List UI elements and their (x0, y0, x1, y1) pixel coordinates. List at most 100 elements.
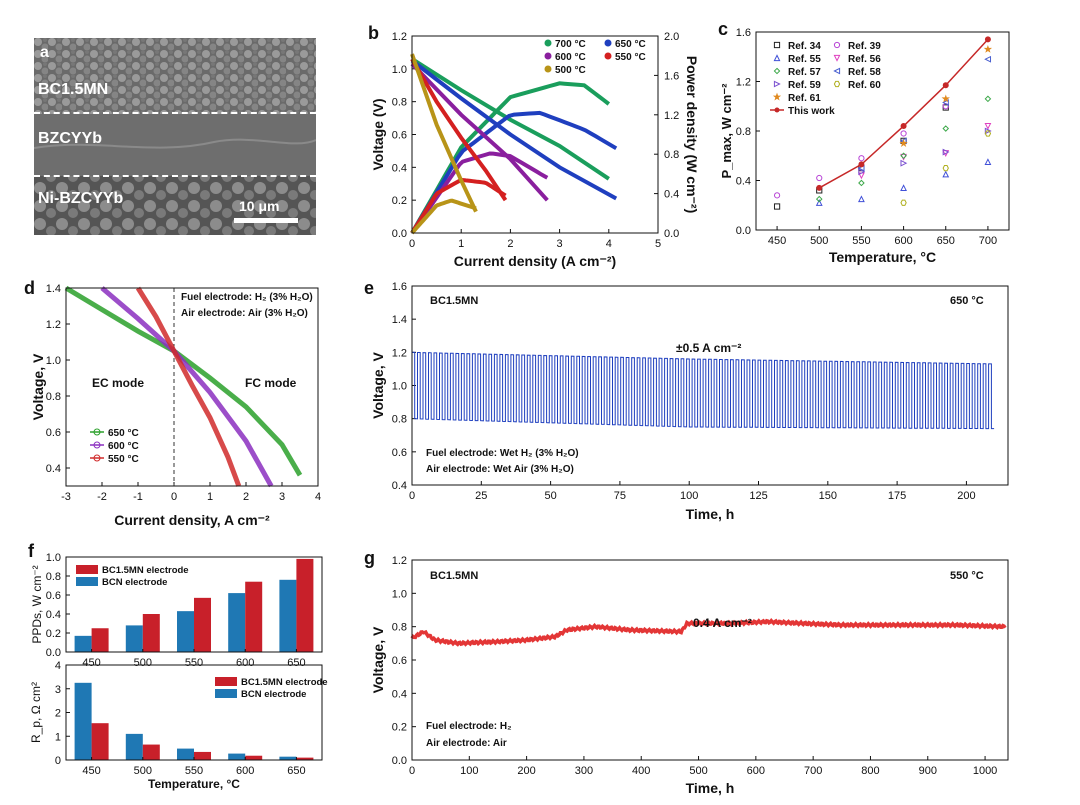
y-tick-label: 2 (55, 708, 61, 720)
x-tick-label: 100 (460, 765, 478, 777)
legend-marker (604, 52, 612, 60)
y-tick-label: 0.4 (392, 688, 407, 700)
y-axis-label: R_p, Ω cm² (29, 682, 43, 743)
data-point (984, 130, 992, 137)
bar (74, 635, 92, 652)
x-tick-label: -1 (133, 491, 143, 503)
panel-c: c 450 500 550 600 650 700 0.0 0.4 0.8 1.2 1.6 Temper… (718, 19, 997, 265)
y2-axis-label: Power density (W cm⁻²) (684, 56, 700, 214)
x-tick-label: 550 (185, 765, 203, 777)
legend-marker (544, 39, 552, 47)
data-point (816, 174, 823, 182)
x-tick-label: 600 (747, 765, 765, 777)
y-tick-label: 1.4 (46, 283, 61, 295)
bar (177, 748, 194, 760)
x-axis-label: Current density (A cm⁻²) (454, 253, 616, 269)
x-tick-label: 4 (315, 491, 321, 503)
y-axis-label: Voltage, V (370, 352, 386, 419)
y-tick-label: 0.8 (46, 391, 61, 403)
legend-label: 550 °C (108, 454, 139, 465)
y-tick-label: 1 (55, 731, 61, 743)
this-work-line (818, 38, 989, 189)
x-tick-label: 200 (517, 765, 535, 777)
data-point (858, 155, 865, 162)
y-tick-label: 2.0 (664, 31, 679, 43)
legend-label: 700 °C (555, 39, 586, 50)
legend-marker (773, 67, 781, 75)
y-tick-label: 0.4 (46, 609, 61, 621)
x-tick-label: 550 (852, 235, 870, 247)
x-tick-label: 800 (861, 765, 879, 777)
iv-curve (410, 62, 549, 202)
legend-marker (833, 54, 841, 62)
legend-marker (544, 52, 552, 60)
y-tick-label: 1.0 (46, 355, 61, 367)
scalebar-label: 10 μm (239, 198, 280, 214)
data-point (984, 127, 992, 135)
x-tick-label: 3 (557, 238, 563, 250)
panel-b: b0 1 2 3 4 50.00.20.40.60.81.01.20.00.40.81.2… (368, 23, 700, 269)
panel-letter-e: e (364, 278, 374, 298)
data-point (900, 199, 907, 206)
data-point (942, 82, 949, 89)
iv-curve (410, 59, 618, 201)
y-tick-label: 0 (55, 755, 61, 767)
x-tick-label: 450 (82, 765, 100, 777)
panel-g: g 0 100 200 300 400 500 600 700 800 900 1000 0.0 0.2 0… (364, 548, 1007, 796)
x-tick-label: 0 (171, 491, 177, 503)
panel-b-frame (411, 35, 659, 234)
y-tick-label: 0.0 (664, 228, 679, 240)
legend-marker (773, 41, 781, 49)
bar (142, 614, 160, 652)
y-tick-label: 0.2 (392, 195, 407, 207)
data-point (942, 165, 949, 172)
chart-condition: 650 °C (950, 295, 984, 307)
x-tick-label: 175 (888, 490, 906, 502)
bar (142, 744, 160, 760)
legend-swatch (76, 565, 98, 574)
legend-label: 600 °C (555, 52, 586, 63)
layer-label-electrolyte: BZCYYb (38, 130, 102, 147)
data-point (900, 130, 907, 137)
legend-marker (93, 454, 101, 462)
bar (245, 755, 263, 760)
legend-marker (93, 428, 101, 436)
y-tick-label: 0.6 (392, 447, 407, 459)
data-point (942, 104, 949, 111)
voltage-trace (411, 351, 995, 430)
x-tick-label: -3 (61, 491, 71, 503)
data-point (858, 179, 865, 187)
x-tick-label: 0 (409, 765, 415, 777)
bar (279, 579, 297, 652)
y-tick-label: 1.2 (736, 77, 751, 89)
sem-image-panel-a: a BC1.5MN BZCYYb Ni-BZCYYb 10 μm (34, 38, 316, 235)
x-tick-label: 500 (810, 235, 828, 247)
chart-title: BC1.5MN (430, 570, 478, 582)
panel-letter-g: g (364, 548, 375, 568)
layer-label-anode: Ni-BZCYYb (38, 190, 124, 207)
x-tick-label: -2 (97, 491, 107, 503)
panel-letter-b: b (368, 23, 379, 43)
y-tick-label: 0.0 (46, 647, 61, 659)
bar (296, 757, 314, 760)
y-tick-label: 0.4 (392, 162, 407, 174)
x-tick-label: 1000 (973, 765, 997, 777)
x-axis-label: Temperature, °C (148, 777, 240, 791)
panel-e: e 0 25 50 75 100 125 150 175 200 0.4 0.6 0.8 1.0 1.2 1.… (364, 278, 995, 522)
iv-curve (410, 57, 610, 181)
x-tick-label: 650 (937, 235, 955, 247)
y-tick-label: 4 (55, 660, 61, 672)
x-tick-label: 4 (606, 238, 612, 250)
x-tick-label: 75 (614, 490, 626, 502)
bar (194, 597, 211, 652)
annotation-air-electrode: Air electrode: Air (426, 738, 507, 749)
x-tick-label: 400 (632, 765, 650, 777)
y-tick-label: 3 (55, 684, 61, 696)
legend-marker (833, 80, 841, 88)
data-point (984, 36, 991, 43)
legend-marker (774, 107, 780, 113)
x-tick-label: 500 (134, 657, 152, 669)
x-tick-label: 500 (134, 765, 152, 777)
voltage-trace (410, 617, 1007, 647)
x-tick-label: 5 (655, 238, 661, 250)
